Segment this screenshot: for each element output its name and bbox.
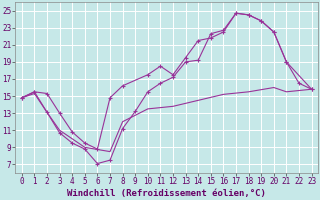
X-axis label: Windchill (Refroidissement éolien,°C): Windchill (Refroidissement éolien,°C) xyxy=(67,189,266,198)
